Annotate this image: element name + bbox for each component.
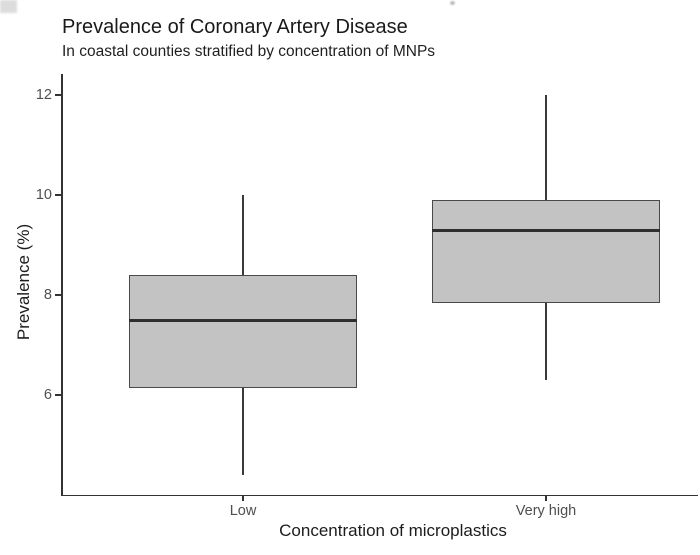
box-very-high [432,200,660,303]
y-tick-mark [55,194,62,196]
y-tick-mark [55,294,62,296]
y-tick-label: 8 [43,287,52,303]
y-tick-mark [55,94,62,96]
x-tick-mark [545,495,547,501]
chart-subtitle: In coastal counties stratified by concen… [62,43,436,60]
y-tick-label: 12 [35,87,52,103]
y-tick-label: 6 [43,387,52,403]
y-axis-line [61,74,63,495]
y-axis-title: Prevalence (%) [14,223,33,341]
y-tick-mark [55,394,62,396]
median-line [432,228,660,232]
median-line [129,318,357,322]
chart-title: Prevalence of Coronary Artery Disease [62,16,408,38]
speck-artifact [450,1,455,5]
corner-artifact [0,0,17,13]
x-axis-line [61,494,698,496]
x-axis-title: Concentration of microplastics [279,521,507,540]
y-tick-label: 10 [35,187,52,203]
x-tick-label-low: Low [229,503,257,519]
x-tick-mark [242,495,244,501]
box-low [129,275,357,388]
x-tick-label-very-high: Very high [515,503,577,519]
